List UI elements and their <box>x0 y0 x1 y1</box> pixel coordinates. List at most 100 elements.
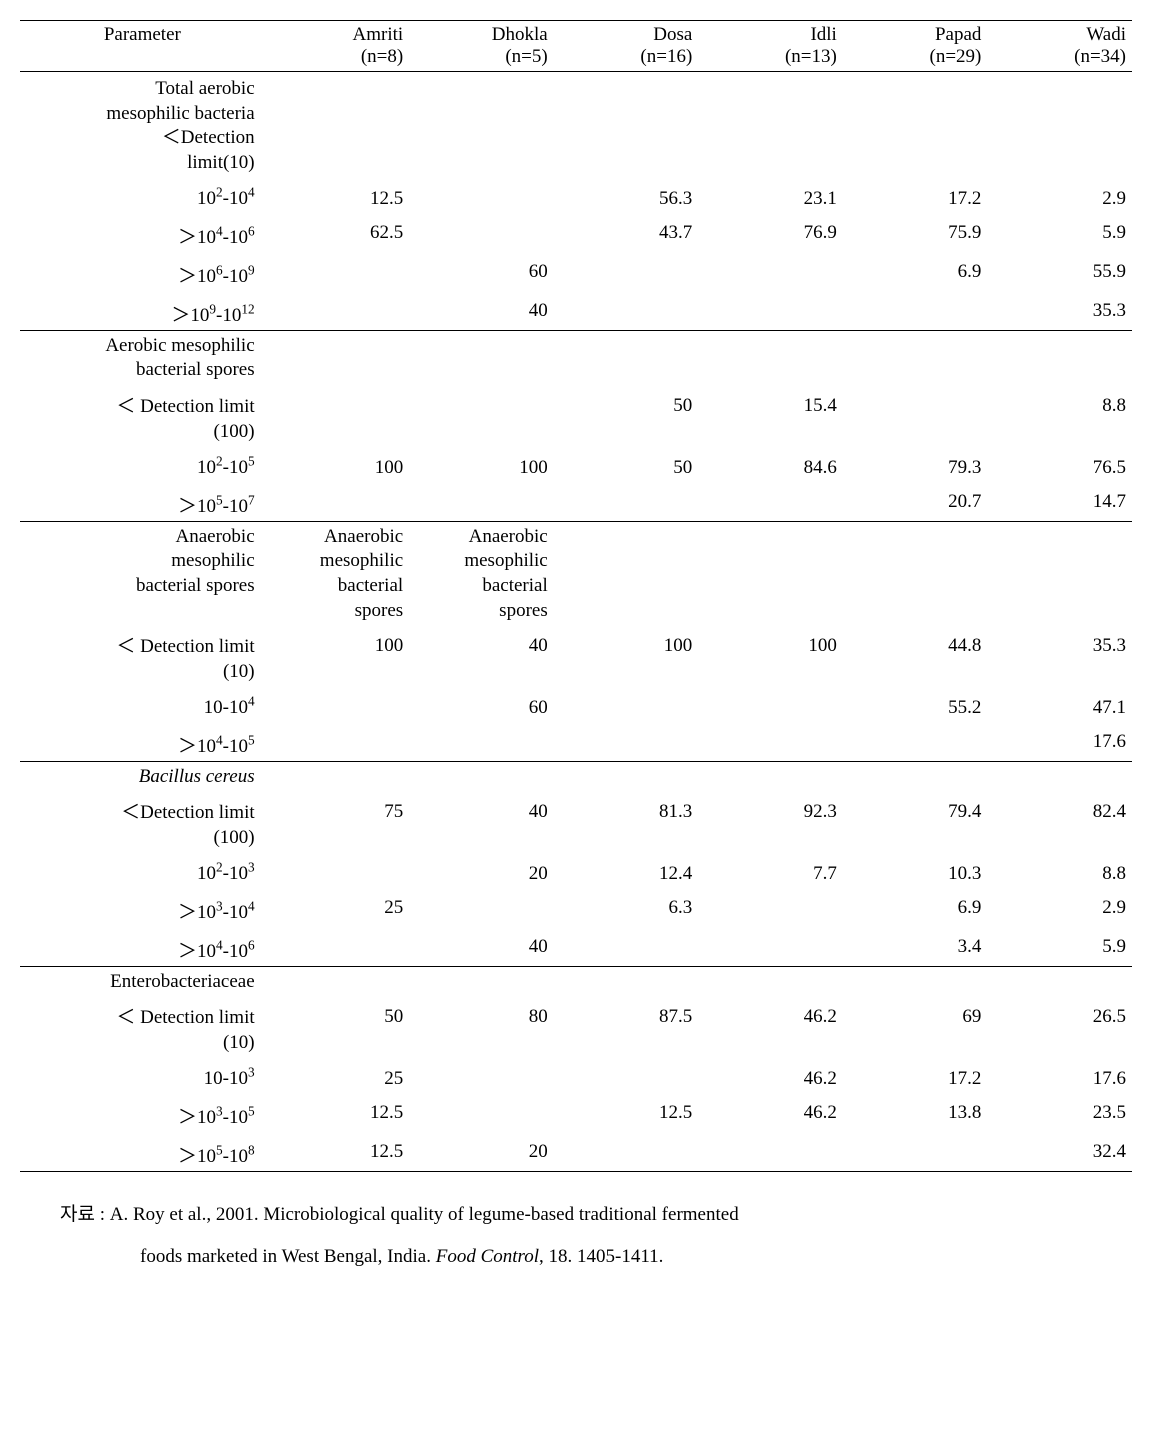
table-cell <box>554 1065 699 1093</box>
table-cell: 47.1 <box>987 694 1132 722</box>
table-cell <box>554 1138 699 1172</box>
table-cell: 20 <box>409 860 554 888</box>
parameter-cell: ＜Detection limit(100) <box>20 798 265 853</box>
table-row: 102-1051001005084.679.376.5 <box>20 454 1132 482</box>
table-cell <box>987 330 1132 386</box>
table-cell <box>409 392 554 447</box>
table-cell <box>409 761 554 792</box>
table-cell <box>409 894 554 927</box>
section-header: Aerobic mesophilicbacterial spores <box>20 330 265 386</box>
parameter-cell: 10-103 <box>20 1065 265 1093</box>
table-cell: 6.9 <box>843 894 988 927</box>
table-cell: 12.5 <box>554 1099 699 1132</box>
table-cell: 40 <box>409 632 554 687</box>
parameter-cell: ＞103-105 <box>20 1099 265 1132</box>
table-cell <box>843 521 988 626</box>
table-cell: 6.9 <box>843 258 988 291</box>
parameter-cell: ＞109-1012 <box>20 297 265 331</box>
table-cell: 82.4 <box>987 798 1132 853</box>
parameter-cell: ＜ Detection limit(100) <box>20 392 265 447</box>
table-cell <box>698 297 843 331</box>
table-cell: 44.8 <box>843 632 988 687</box>
parameter-cell: ＞103-104 <box>20 894 265 927</box>
table-row: ＞109-10124035.3 <box>20 297 1132 331</box>
parameter-cell: ＞105-108 <box>20 1138 265 1172</box>
table-cell: 12.5 <box>265 1138 410 1172</box>
table-cell <box>265 860 410 888</box>
table-cell: 56.3 <box>554 185 699 213</box>
table-cell <box>698 521 843 626</box>
table-cell: 12.4 <box>554 860 699 888</box>
table-cell <box>698 761 843 792</box>
table-cell <box>987 761 1132 792</box>
parameter-cell: 102-103 <box>20 860 265 888</box>
table-cell: 20.7 <box>843 488 988 522</box>
table-cell: 6.3 <box>554 894 699 927</box>
table-cell: 5.9 <box>987 219 1132 252</box>
parameter-cell: ＞106-109 <box>20 258 265 291</box>
table-cell: 35.3 <box>987 632 1132 687</box>
table-cell: 35.3 <box>987 297 1132 331</box>
column-header: Idli(n=13) <box>698 21 843 72</box>
table-cell: 20 <box>409 1138 554 1172</box>
table-cell <box>698 728 843 762</box>
table-cell: Anaerobicmesophilicbacterialspores <box>265 521 410 626</box>
table-cell <box>698 966 843 997</box>
table-row: ＞104-106403.45.9 <box>20 933 1132 967</box>
table-cell: 50 <box>265 1003 410 1058</box>
table-cell: 25 <box>265 894 410 927</box>
table-cell: 100 <box>265 454 410 482</box>
table-cell: 43.7 <box>554 219 699 252</box>
table-cell <box>409 728 554 762</box>
table-cell: Anaerobicmesophilicbacterialspores <box>409 521 554 626</box>
table-cell: 55.2 <box>843 694 988 722</box>
table-cell <box>265 330 410 386</box>
table-cell: 79.4 <box>843 798 988 853</box>
table-cell <box>843 297 988 331</box>
table-cell <box>554 297 699 331</box>
table-cell <box>554 728 699 762</box>
table-cell <box>265 258 410 291</box>
table-cell: 12.5 <box>265 185 410 213</box>
table-cell <box>987 521 1132 626</box>
table-cell: 79.3 <box>843 454 988 482</box>
table-cell: 8.8 <box>987 392 1132 447</box>
table-cell: 50 <box>554 454 699 482</box>
table-cell <box>409 488 554 522</box>
table-cell <box>409 330 554 386</box>
table-cell <box>409 185 554 213</box>
table-cell <box>698 933 843 967</box>
table-cell: 3.4 <box>843 933 988 967</box>
table-row: 102-1032012.47.710.38.8 <box>20 860 1132 888</box>
parameter-cell: ＞104-106 <box>20 933 265 967</box>
column-header: Dhokla(n=5) <box>409 21 554 72</box>
table-cell <box>265 966 410 997</box>
caption-line1: A. Roy et al., 2001. Microbiological qua… <box>110 1204 739 1225</box>
parameter-cell: 10-104 <box>20 694 265 722</box>
table-cell <box>698 1138 843 1172</box>
table-cell: 62.5 <box>265 219 410 252</box>
table-cell: 80 <box>409 1003 554 1058</box>
table-row: ＞105-10720.714.7 <box>20 488 1132 522</box>
table-cell <box>265 488 410 522</box>
table-cell <box>554 521 699 626</box>
table-cell <box>409 219 554 252</box>
table-cell: 100 <box>265 632 410 687</box>
caption-line2: foods marketed in West Bengal, India. Fo… <box>60 1246 663 1267</box>
table-cell: 92.3 <box>698 798 843 853</box>
table-row: ＞104-10517.6 <box>20 728 1132 762</box>
table-cell: 84.6 <box>698 454 843 482</box>
table-cell: 76.5 <box>987 454 1132 482</box>
table-cell: 15.4 <box>698 392 843 447</box>
table-cell: 5.9 <box>987 933 1132 967</box>
section-header: Bacillus cereus <box>20 761 265 792</box>
table-cell <box>409 74 554 179</box>
parameter-cell: ＞104-105 <box>20 728 265 762</box>
table-cell: 13.8 <box>843 1099 988 1132</box>
parameter-cell: ＜ Detection limit(10) <box>20 632 265 687</box>
table-cell: 40 <box>409 798 554 853</box>
table-cell: 17.6 <box>987 1065 1132 1093</box>
table-cell: 60 <box>409 258 554 291</box>
data-table: ParameterAmriti(n=8)Dhokla(n=5)Dosa(n=16… <box>20 20 1132 1172</box>
table-cell: 32.4 <box>987 1138 1132 1172</box>
